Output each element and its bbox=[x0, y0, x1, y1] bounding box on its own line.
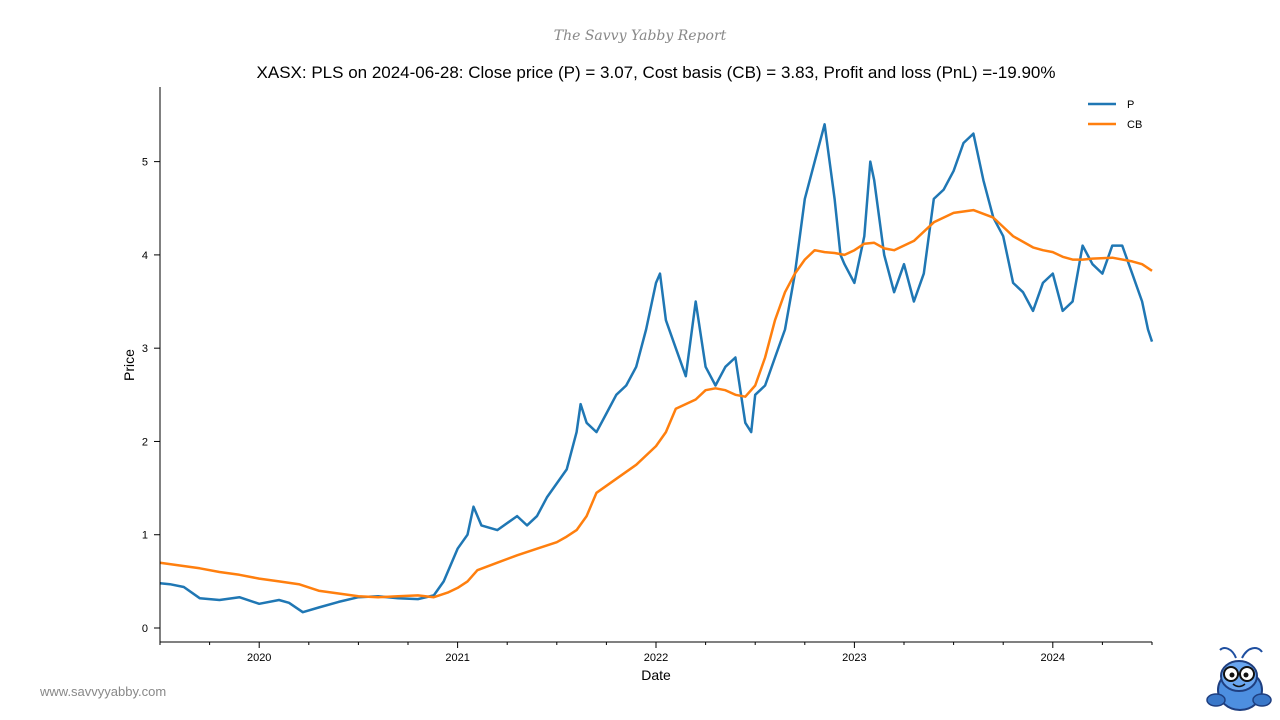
y-tick-label: 5 bbox=[142, 157, 148, 169]
chart-title: XASX: PLS on 2024-06-28: Close price (P)… bbox=[257, 63, 1056, 82]
plot-area bbox=[159, 123, 1154, 614]
x-tick-label: 2024 bbox=[1041, 652, 1065, 664]
y-tick-label: 1 bbox=[142, 530, 148, 542]
series-line-cb bbox=[159, 208, 1153, 599]
x-ticks: 2020 2021 2022 2023 2024 bbox=[159, 642, 1153, 664]
y-tick-label: 3 bbox=[142, 343, 148, 355]
y-ticks: 0 1 2 3 4 5 bbox=[142, 157, 160, 635]
report-brand-title: The Savvy Yabby Report bbox=[553, 28, 727, 44]
y-tick-label: 4 bbox=[142, 250, 148, 262]
x-tick-label: 2021 bbox=[445, 652, 469, 664]
x-tick-label: 2022 bbox=[644, 652, 668, 664]
yabby-mascot-icon bbox=[1206, 647, 1272, 711]
y-tick-label: 2 bbox=[142, 436, 148, 448]
legend-label-cb: CB bbox=[1127, 119, 1142, 131]
x-tick-label: 2020 bbox=[247, 652, 271, 664]
website-link[interactable]: www.savvyyabby.com bbox=[40, 684, 167, 699]
y-axis-label: Price bbox=[121, 349, 137, 381]
legend: P CB bbox=[1088, 99, 1142, 131]
legend-label-p: P bbox=[1127, 99, 1134, 111]
series-line-p bbox=[159, 123, 1154, 614]
x-tick-label: 2023 bbox=[842, 652, 866, 664]
x-axis-label: Date bbox=[641, 667, 671, 683]
y-tick-label: 0 bbox=[142, 623, 148, 635]
